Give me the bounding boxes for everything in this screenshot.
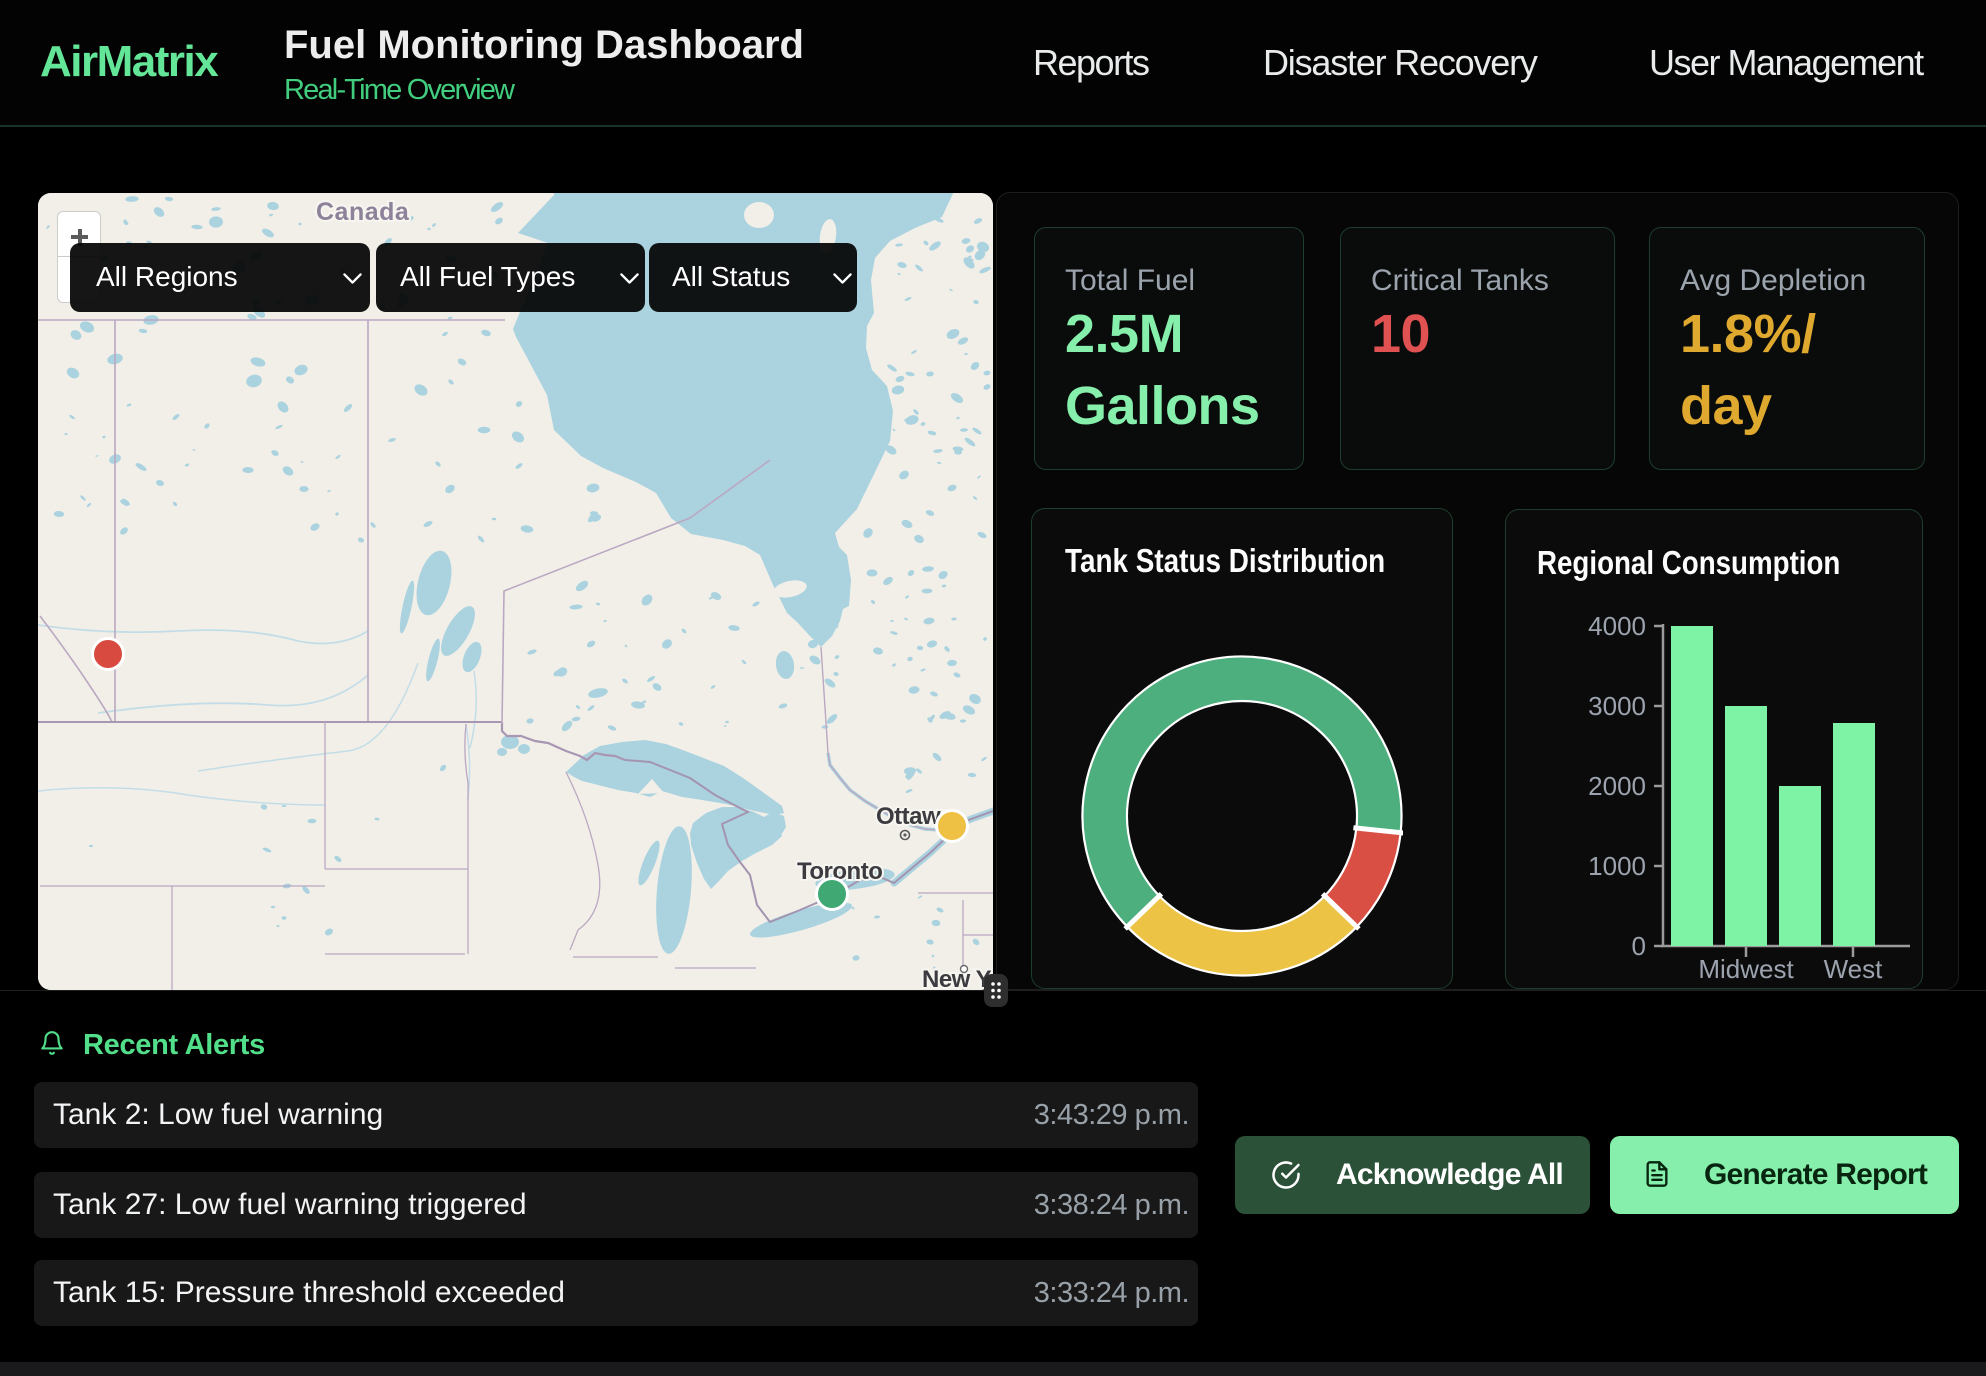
svg-text:New York: New York (922, 966, 993, 990)
svg-text:0: 0 (1632, 931, 1646, 961)
svg-text:3000: 3000 (1588, 691, 1646, 721)
svg-text:2000: 2000 (1588, 771, 1646, 801)
svg-text:1000: 1000 (1588, 851, 1646, 881)
svg-text:Canada: Canada (316, 198, 410, 226)
svg-text:West: West (1824, 954, 1884, 984)
svg-text:4000: 4000 (1588, 611, 1646, 641)
svg-text:Midwest: Midwest (1698, 954, 1794, 984)
